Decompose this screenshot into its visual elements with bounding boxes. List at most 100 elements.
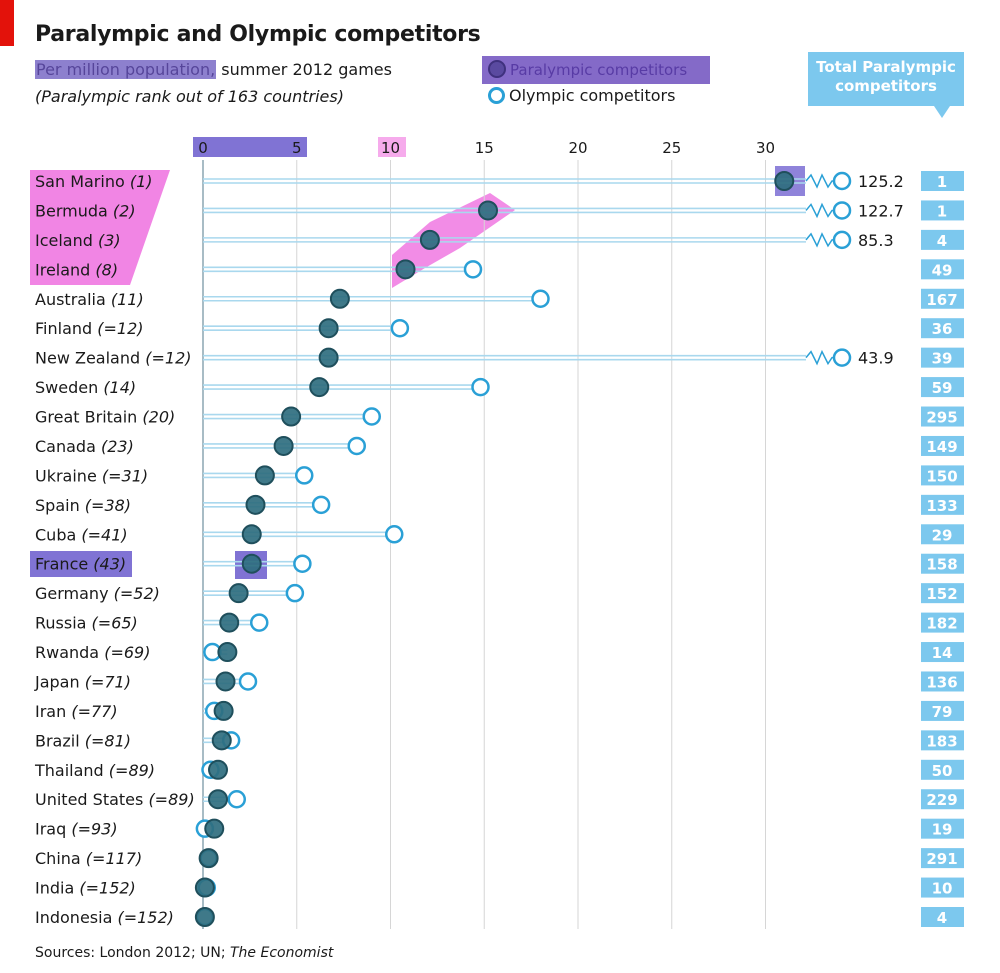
label-highlight-france (30, 551, 132, 577)
paralympic-point (241, 553, 262, 574)
country-label: Russia (=65) (35, 614, 138, 633)
total-value: 167 (926, 291, 957, 309)
total-value: 49 (932, 261, 953, 279)
total-box (921, 583, 964, 604)
country-label: Australia (11) (35, 290, 144, 309)
total-box (921, 818, 964, 839)
total-box (921, 259, 964, 280)
olympic-point (832, 171, 852, 191)
total-box (921, 229, 964, 250)
total-box (921, 671, 964, 692)
country-label: Rwanda (=69) (35, 643, 150, 662)
total-value: 14 (932, 644, 953, 662)
total-value: 36 (932, 320, 953, 338)
total-value: 136 (926, 673, 957, 691)
paralympic-point (281, 406, 302, 427)
total-header-line1: Total Paralympic (816, 58, 956, 76)
olympic-point (347, 436, 366, 456)
x-tick-label: 0 (198, 139, 208, 157)
axis-highlight-pink (378, 137, 406, 157)
country-label: Bermuda (2) (35, 201, 136, 220)
x-tick-label: 15 (475, 139, 494, 157)
country-label: China (=117) (35, 849, 142, 868)
x-tick-label: 10 (381, 139, 400, 157)
total-box (921, 730, 964, 751)
chart-subtitle: Per million population, summer 2012 game… (35, 60, 392, 79)
olympic-point (832, 230, 852, 250)
paralympic-point (217, 642, 238, 663)
total-box (921, 377, 964, 398)
total-box (921, 494, 964, 515)
paralympic-point (318, 347, 339, 368)
total-value: 1 (937, 202, 947, 220)
country-label: Japan (=71) (34, 672, 131, 691)
total-value: 59 (932, 379, 953, 397)
total-box (921, 171, 964, 191)
paralympic-point (213, 700, 234, 721)
olympic-value-label: 43.9 (858, 349, 894, 368)
paralympic-point (419, 229, 440, 250)
paralympic-point (273, 435, 294, 456)
total-box (921, 435, 964, 456)
total-value: 229 (926, 791, 957, 809)
total-value: 39 (932, 350, 953, 368)
total-box (921, 465, 964, 486)
olympic-point (227, 789, 246, 809)
country-label: Ireland (8) (35, 260, 118, 279)
total-value: 158 (926, 556, 957, 574)
total-value: 50 (932, 762, 953, 780)
total-value: 133 (926, 497, 957, 515)
total-value: 29 (932, 526, 953, 544)
paralympic-point (318, 318, 339, 339)
country-label: Thailand (=89) (34, 761, 155, 780)
country-label: Iraq (=93) (35, 820, 118, 839)
total-value: 152 (926, 585, 957, 603)
total-value: 1 (937, 173, 947, 191)
paralympic-point (208, 789, 228, 810)
paralympic-point (215, 671, 236, 692)
country-label: Sweden (14) (35, 378, 136, 397)
axis-break (805, 232, 842, 248)
olympic-point (295, 466, 314, 485)
total-value: 19 (932, 821, 953, 839)
axis-break (805, 173, 842, 189)
total-value: 183 (926, 732, 957, 750)
total-box (921, 877, 964, 898)
x-tick-label: 25 (662, 139, 681, 157)
country-label: Iceland (3) (35, 231, 121, 250)
chart-subtitle-rank-note: (Paralympic rank out of 163 countries) (35, 87, 344, 106)
paralympic-point (219, 612, 240, 633)
total-box (921, 612, 964, 633)
source-italic: The Economist (230, 945, 334, 961)
paralympic-point (228, 583, 249, 604)
total-box (921, 347, 964, 368)
paralympic-point (198, 848, 219, 869)
total-box (921, 406, 964, 427)
olympic-point (311, 495, 331, 515)
paralympic-point (329, 288, 350, 309)
paralympic-point (241, 524, 262, 545)
x-tick-label: 30 (756, 139, 775, 157)
paralympic-point (309, 377, 330, 398)
country-label: India (=152) (35, 879, 136, 898)
country-label: Germany (=52) (35, 584, 160, 603)
country-label: Indonesia (=152) (35, 908, 174, 927)
x-tick-label: 5 (292, 139, 302, 157)
country-label: United States (=89) (35, 790, 195, 809)
paralympic-point (194, 877, 215, 898)
total-box (921, 318, 964, 339)
olympic-point (250, 613, 269, 632)
total-header-line2: competitors (835, 77, 937, 95)
source-prefix: Sources: London 2012; UN; (35, 945, 230, 961)
axis-break (805, 349, 842, 366)
total-box (921, 759, 964, 780)
legend-paralympic-label: Paralympic competitors (510, 61, 688, 79)
country-label: Brazil (=81) (35, 731, 131, 750)
total-value: 291 (926, 850, 957, 868)
total-box (921, 200, 964, 221)
country-label: Iran (=77) (35, 702, 118, 721)
paralympic-point (254, 465, 275, 486)
total-box (921, 642, 964, 663)
country-label: Spain (=38) (35, 496, 131, 515)
